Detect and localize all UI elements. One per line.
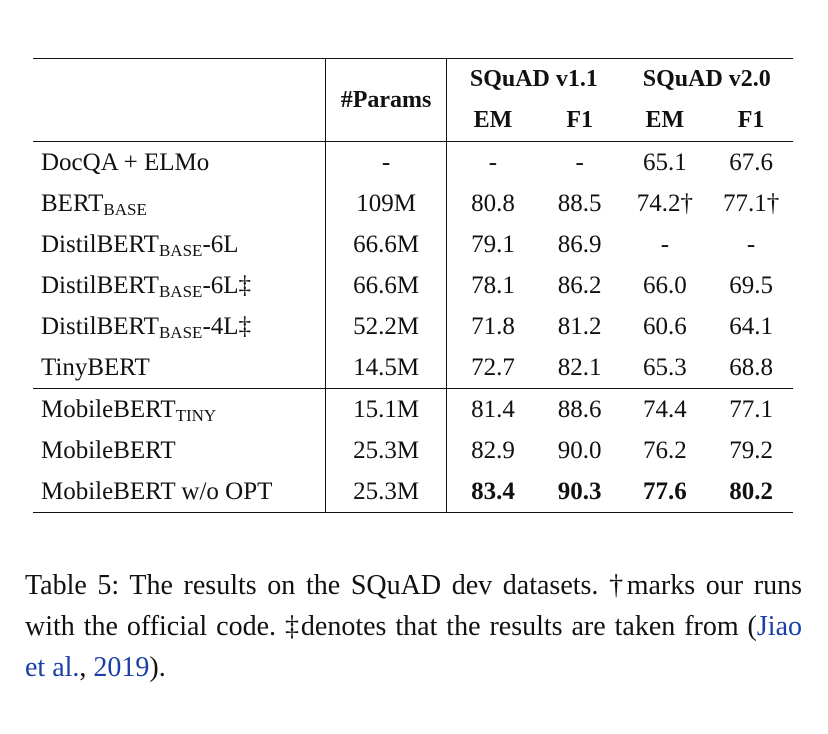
v20-em-cell: 66.0 (642, 272, 687, 299)
model-name-subscript: BASE (158, 241, 203, 260)
v11-f1-cell: 82.1 (557, 354, 602, 381)
model-name-cell: MobileBERTTINY (33, 388, 326, 430)
model-name-subscript: BASE (103, 200, 147, 219)
model-name: TinyBERT (41, 354, 150, 381)
model-name: DistilBERT (41, 272, 159, 299)
v20-em-cell: 60.6 (642, 313, 687, 340)
v20-f1-header: F1 (709, 99, 793, 142)
params-cell: 25.3M (324, 471, 447, 513)
v20-em-cell: 77.6 (620, 471, 710, 513)
table-caption: Table 5: The results on the SQuAD dev da… (25, 565, 802, 688)
table-row: MobileBERTTINY 15.1M 81.4 88.6 74.4 77.1 (33, 388, 793, 430)
table-row: DocQA + ELMo - - -65.1 67.6 (33, 141, 793, 184)
model-name-cell: MobileBERT (33, 430, 325, 471)
v11-em-cell: 81.4 (446, 388, 539, 430)
v11-f1-cell: - (575, 149, 584, 176)
table-row: MobileBERT w/o OPT 25.3M 83.4 90.3 77.6 80.2 (33, 471, 793, 513)
model-name: MobileBERT (41, 396, 176, 423)
model-name-subscript: BASE (158, 282, 203, 301)
model-name-subscript: TINY (175, 406, 217, 425)
params-cell: - (324, 141, 447, 183)
params-cell: 66.6M (324, 265, 447, 306)
model-name: DistilBERT (41, 313, 159, 340)
v20-f1-cell: 67.6 (729, 149, 773, 176)
v11-em-cell: 80.8 (446, 183, 539, 224)
v20-em-header: EM (620, 99, 710, 142)
params-cell: 109M (324, 183, 447, 224)
v11-f1-cell: 90.0 (557, 437, 602, 464)
model-name-suffix: -6L (202, 231, 239, 258)
v20-f1-cell: 80.2 (709, 471, 793, 513)
model-name-cell: TinyBERT (33, 347, 325, 389)
squad-v20-header: SQuAD v2.0 (642, 66, 771, 92)
v11-em-header: EM (446, 99, 539, 142)
model-name-cell: DocQA + ELMo (33, 142, 325, 184)
model-name: MobileBERT (41, 437, 176, 464)
v11-f1-cell: 90.3 (538, 471, 621, 513)
v20-em-cell: 65.1 (642, 149, 687, 176)
v11-f1-header: F1 (538, 99, 621, 142)
v11-f1-cell: 88.5 (557, 190, 602, 217)
v20-em-cell: 76.2 (642, 437, 687, 464)
table-row: MobileBERT 25.3M 82.9 90.0 76.2 79.2 (33, 430, 793, 471)
v11-em-cell: 71.8 (446, 306, 539, 347)
table-row: DistilBERTBASE-6L‡ 66.6M 78.1 86.2 66.0 69.5 (33, 265, 793, 306)
model-name-cell: DistilBERTBASE-4L‡ (33, 306, 325, 347)
citation-author-link[interactable]: Jiao et al. (25, 611, 802, 683)
model-name: DocQA + ELMo (41, 149, 210, 176)
params-cell: 25.3M (324, 430, 447, 471)
model-name: MobileBERT w/o OPT (41, 478, 273, 505)
results-table: #Params SQuAD v1.1 SQuAD v2.0 EM F1 EM F… (33, 58, 793, 513)
model-name-cell: DistilBERTBASE-6L‡ (33, 265, 325, 306)
model-name-suffix: -6L‡ (202, 272, 252, 299)
citation-year-link[interactable]: 2019 (93, 652, 150, 683)
v20-f1-cell: 79.2 (729, 437, 773, 464)
params-cell: 15.1M (324, 388, 447, 430)
v11-f1-cell: 86.9 (557, 231, 602, 258)
v20-f1-cell: - (746, 231, 756, 258)
v20-f1-cell: 68.8 (729, 354, 773, 381)
params-cell: 14.5M (324, 347, 447, 389)
squad-v11-header: SQuAD v1.1 (446, 58, 621, 99)
model-name-cell: MobileBERT w/o OPT (33, 471, 326, 513)
v11-em-cell: 78.1 (446, 265, 539, 306)
v20-f1-cell: 77.1 (709, 388, 793, 430)
params-header: #Params (324, 58, 447, 142)
v20-f1-cell: 69.5 (729, 272, 773, 299)
model-name-cell: BERTBASE (33, 183, 325, 224)
table-row: DistilBERTBASE-4L‡ 52.2M 71.8 81.2 60.6 64.1 (33, 306, 793, 347)
v11-f1-cell: 88.6 (538, 388, 621, 430)
model-header (33, 59, 325, 142)
table-row: DistilBERTBASE-6L 66.6M 79.1 86.9- - (33, 224, 793, 265)
table-row: BERTBASE 109M 80.8 88.5 74.2† 77.1† (33, 183, 793, 224)
table-body: DocQA + ELMo - - -65.1 67.6 BERTBASE 109M 80.8 8… (33, 141, 793, 513)
v11-em-cell: 83.4 (446, 471, 539, 513)
params-cell: 52.2M (324, 306, 447, 347)
citation-separator: , (79, 652, 94, 683)
v20-em-cell: 74.2† (636, 190, 693, 217)
v20-em-cell: 74.4 (620, 388, 710, 430)
caption-text: The results on the SQuAD dev datasets. †… (25, 570, 802, 642)
v20-f1-cell: 77.1† (722, 190, 780, 217)
caption-text-end: ). (149, 652, 166, 683)
model-name: DistilBERT (41, 231, 159, 258)
v20-f1-cell: 64.1 (729, 313, 773, 340)
v11-em-cell: - (446, 141, 539, 183)
v11-em-cell: 72.7 (446, 347, 539, 389)
model-name-cell: DistilBERTBASE-6L (33, 224, 325, 265)
caption-label: Table 5: (25, 570, 120, 601)
model-name-suffix: -4L‡ (202, 313, 252, 340)
table-row: TinyBERT 14.5M 72.7 82.1 65.3 68.8 (33, 347, 793, 389)
model-name-subscript: BASE (158, 323, 203, 342)
v20-em-cell: - (660, 231, 670, 258)
v11-em-cell: 79.1 (446, 224, 539, 265)
v11-f1-cell: 86.2 (557, 272, 602, 299)
v11-f1-cell: 81.2 (557, 313, 602, 340)
model-name: BERT (41, 190, 104, 217)
v20-em-cell: 65.3 (642, 354, 687, 381)
params-cell: 66.6M (324, 224, 447, 265)
v11-em-cell: 82.9 (446, 430, 539, 471)
